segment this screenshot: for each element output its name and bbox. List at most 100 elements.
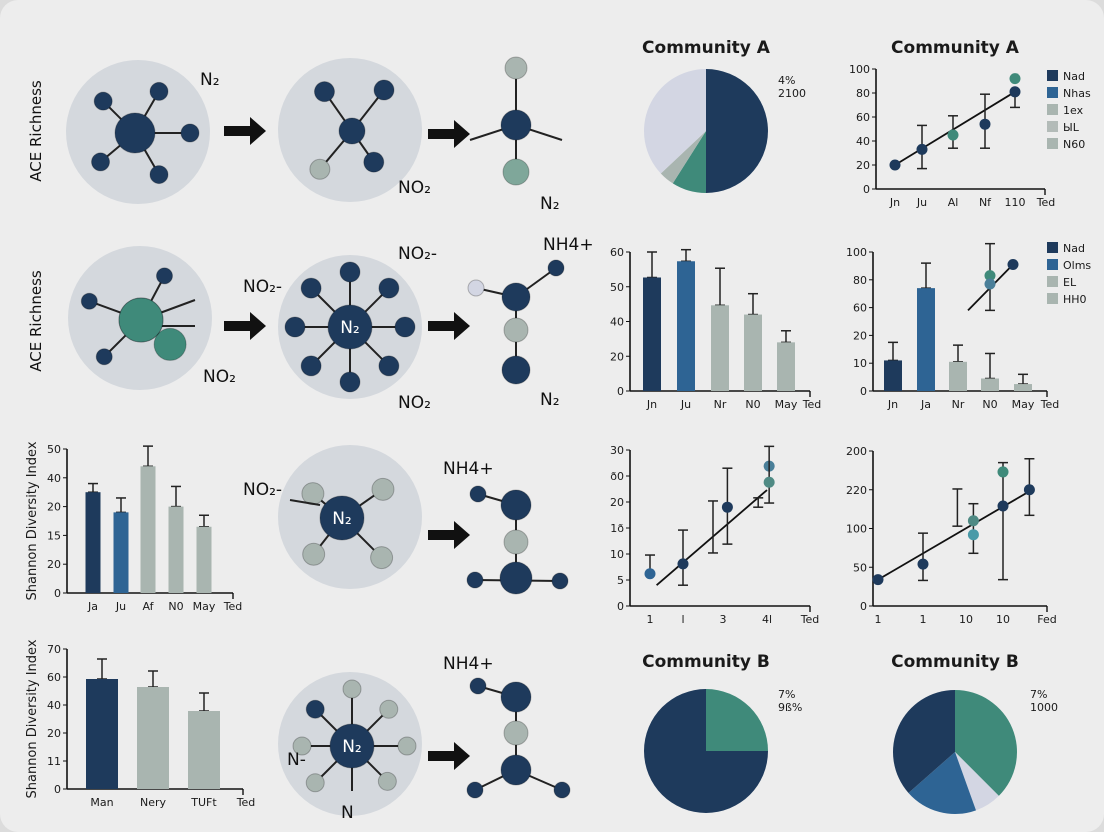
- y-tick-label: 15: [47, 529, 61, 542]
- data-point: [967, 515, 979, 527]
- atom: [379, 699, 399, 719]
- y-tick-label: 60: [47, 671, 61, 684]
- atom: [80, 292, 98, 310]
- center-atom-label: N₂: [340, 318, 360, 338]
- y-tick-label: 0: [863, 183, 870, 196]
- y-tick-label: 1ð: [610, 522, 624, 535]
- arrow-icon: [428, 312, 470, 340]
- y-tick-label: 20: [47, 727, 61, 740]
- data-point: [721, 501, 733, 513]
- atom: [503, 529, 529, 555]
- bond: [289, 499, 321, 506]
- atom: [300, 355, 322, 377]
- y-tick-label: 50: [47, 443, 61, 456]
- label-nh4-plus: NH4+: [443, 654, 494, 674]
- atom: [301, 482, 325, 506]
- bar: [744, 314, 762, 391]
- bar: [643, 277, 661, 391]
- pie-slice: [908, 752, 977, 814]
- bar: [1014, 384, 1032, 391]
- atom: [500, 754, 532, 786]
- pie-slice: [660, 131, 706, 184]
- data-point: [1009, 73, 1021, 85]
- data-point: [644, 568, 656, 580]
- legend-label: 1ex: [1063, 104, 1084, 117]
- atom: [91, 152, 111, 172]
- data-point: [997, 466, 1009, 478]
- pie-slice: [644, 69, 706, 174]
- y-tick-label: 100: [846, 523, 867, 536]
- data-point: [872, 574, 884, 586]
- atom: [373, 79, 395, 101]
- atom: [551, 572, 569, 590]
- bar: [113, 512, 129, 593]
- legend-swatch: [1047, 242, 1058, 253]
- atom: [93, 91, 113, 111]
- data-point: [917, 558, 929, 570]
- pie-slice: [955, 752, 999, 811]
- y-tick-label: 20: [610, 496, 624, 509]
- data-point: [1009, 86, 1021, 98]
- data-point: [967, 529, 979, 541]
- atom: [500, 681, 532, 713]
- y-tick-label: ð0: [610, 470, 624, 483]
- bar: [711, 305, 729, 391]
- y-tick-label: 0: [54, 587, 61, 600]
- legend-swatch: [1047, 259, 1058, 270]
- y-tick-label: 40: [47, 472, 61, 485]
- bar: [981, 378, 999, 391]
- x-tick-label: Ja: [87, 600, 98, 613]
- y-tick-label: 80: [856, 87, 870, 100]
- bar: [949, 361, 967, 391]
- y-tick-label: 0: [617, 385, 624, 398]
- label-n2: N₂: [540, 390, 560, 410]
- atom: [342, 679, 362, 699]
- bar: [884, 360, 902, 391]
- y-tick-label: 10: [610, 548, 624, 561]
- atom: [547, 259, 565, 277]
- data-point: [984, 270, 996, 282]
- atom: [309, 158, 331, 180]
- x-tick-label: Man: [90, 796, 113, 809]
- y-axis-label: Shannon Diversity Index: [25, 441, 40, 600]
- data-point: [916, 143, 928, 155]
- label-no2: NO₂: [398, 393, 431, 413]
- atom: [329, 723, 375, 769]
- data-point: [997, 500, 1009, 512]
- label-no2-minus: NO₂-: [398, 244, 438, 264]
- label-n2: N₂: [540, 194, 560, 214]
- x-tick-label: N0: [168, 600, 183, 613]
- atom: [503, 317, 529, 343]
- atom: [149, 165, 169, 185]
- y-axis-label: Shannon Diversity Index: [25, 639, 40, 798]
- trend-line: [656, 489, 768, 586]
- pie-slice: [955, 690, 1017, 796]
- y-tick-label: 220: [846, 484, 867, 497]
- data-point: [677, 558, 689, 570]
- data-point: [763, 476, 775, 488]
- trend-line: [894, 91, 1016, 166]
- atom: [370, 546, 394, 570]
- atom: [338, 117, 366, 145]
- atom: [469, 485, 487, 503]
- x-tick-label: Ju: [115, 600, 126, 613]
- bar: [677, 261, 695, 391]
- center-atom-label: N₂: [332, 509, 352, 529]
- pie-annotation: 7% 1000: [1030, 688, 1058, 714]
- x-tick-label: Jn: [889, 196, 900, 209]
- x-tick-label: Nr: [952, 398, 965, 411]
- x-tick-label: Fed: [1037, 613, 1056, 626]
- pie-slice: [706, 689, 768, 751]
- data-point: [947, 129, 959, 141]
- pie-annotation: 4% 2100: [778, 74, 806, 100]
- x-tick-label: Ted: [802, 398, 822, 411]
- legend-label: Olms: [1063, 259, 1091, 272]
- x-tick-label: Ju: [916, 196, 927, 209]
- atom: [305, 699, 325, 719]
- x-tick-label: Nf: [979, 196, 992, 209]
- y-tick-label: 40: [610, 316, 624, 329]
- atom: [327, 304, 373, 350]
- atom: [118, 297, 164, 343]
- legend-swatch: [1047, 276, 1058, 287]
- atom: [378, 277, 400, 299]
